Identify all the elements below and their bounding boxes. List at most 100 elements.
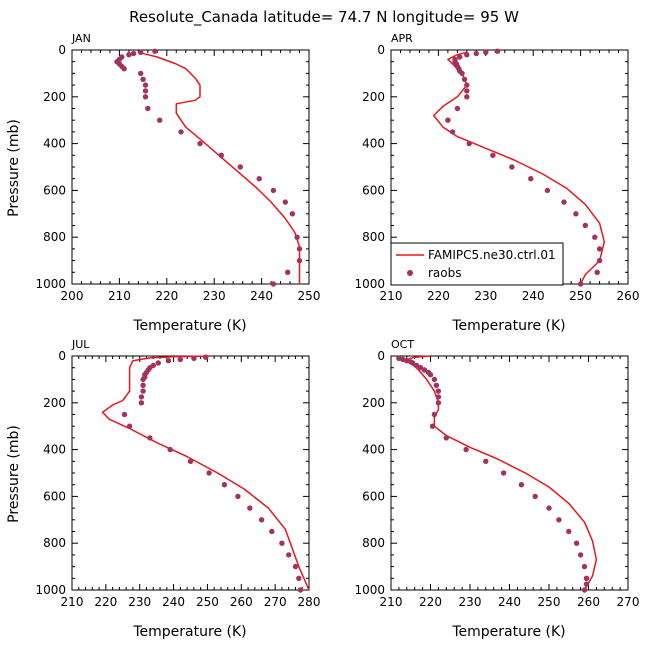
x-tick-label: 220 xyxy=(155,289,178,303)
legend-model-label: FAMIPC5.ne30.ctrl.01 xyxy=(428,248,556,262)
panel-title: APR xyxy=(391,32,413,45)
plot-frame xyxy=(71,355,310,591)
obs-point xyxy=(147,435,153,441)
obs-point xyxy=(410,360,416,366)
x-tick-label: 250 xyxy=(538,595,561,609)
obs-point xyxy=(449,129,456,135)
obs-point xyxy=(427,372,434,378)
obs-point xyxy=(546,505,552,511)
obs-point xyxy=(258,517,265,523)
panel-oct: OCT Temperature (K) 210 220 230 240 250 260 27… xyxy=(354,338,639,640)
panel-title: OCT xyxy=(391,338,414,351)
y-tick-label: 800 xyxy=(362,230,385,244)
obs-point xyxy=(582,222,588,229)
obs-point xyxy=(140,76,146,83)
obs-point xyxy=(431,376,438,383)
obs-point xyxy=(282,199,288,205)
x-tick-label: 260 xyxy=(230,595,253,609)
obs-point xyxy=(431,411,438,418)
obs-point xyxy=(573,211,579,217)
y-tick-label: 800 xyxy=(43,230,66,244)
x-tick-label: 220 xyxy=(419,595,442,609)
obs-point xyxy=(296,246,303,252)
obs-point xyxy=(178,129,184,135)
y-tick-label: 0 xyxy=(58,349,66,363)
obs-point xyxy=(592,234,598,240)
obs-point xyxy=(177,356,183,363)
x-tick-label: 240 xyxy=(498,595,521,609)
obs-point xyxy=(561,199,567,205)
obs-point xyxy=(235,493,241,500)
obs-point xyxy=(286,552,292,558)
obs-point xyxy=(142,94,149,100)
x-tick-label: 230 xyxy=(474,289,497,303)
x-tick-label: 240 xyxy=(522,289,545,303)
obs-point xyxy=(414,362,420,369)
obs-point xyxy=(435,400,442,406)
obs-point xyxy=(532,493,538,500)
obs-point xyxy=(157,117,163,123)
legend: FAMIPC5.ne30.ctrl.01 raobs xyxy=(390,242,564,286)
obs-point xyxy=(417,365,424,371)
obs-point xyxy=(142,82,149,88)
obs-point xyxy=(155,360,161,366)
obs-point xyxy=(583,575,590,581)
obs-point xyxy=(500,470,507,476)
obs-point xyxy=(197,140,203,147)
obs-point xyxy=(269,528,275,535)
obs-point xyxy=(457,54,463,60)
x-tick-label: 250 xyxy=(196,595,219,609)
panel-jul: JUL Temperature (K) Pressure (mb) 210 220… xyxy=(6,338,320,640)
obs-point xyxy=(140,376,146,383)
obs-point xyxy=(126,423,133,429)
obs-point xyxy=(445,117,451,123)
panel-apr: APR Temperature (K) 210 220 230 240 250 260 0 2… xyxy=(354,32,639,334)
x-tick-label: 230 xyxy=(203,289,226,303)
obs-point xyxy=(138,49,144,55)
obs-point xyxy=(490,152,496,158)
obs-point xyxy=(187,458,194,464)
obs-point xyxy=(581,587,588,593)
y-tick-label: 400 xyxy=(362,443,385,457)
y-tick-label: 200 xyxy=(362,396,385,410)
obs-point xyxy=(528,176,534,182)
obs-point xyxy=(466,140,472,147)
obs-point xyxy=(463,446,469,453)
obs-point xyxy=(130,50,137,57)
obs-point xyxy=(566,528,572,535)
obs-point xyxy=(270,187,277,194)
x-tick-label: 270 xyxy=(617,595,640,609)
y-tick-label: 0 xyxy=(377,43,385,57)
obs-point xyxy=(594,269,600,275)
obs-point xyxy=(140,382,146,388)
obs-point xyxy=(509,164,515,170)
y-tick-label: 200 xyxy=(43,396,66,410)
obs-point xyxy=(191,355,197,361)
obs-point xyxy=(289,211,296,217)
obs-point xyxy=(433,382,440,388)
x-axis-label: Temperature (K) xyxy=(451,624,565,640)
y-tick-label: 200 xyxy=(43,90,66,104)
y-axis-label: Pressure (mb) xyxy=(6,425,22,523)
x-tick-label: 280 xyxy=(298,595,321,609)
obs-point xyxy=(429,423,436,429)
x-tick-label: 230 xyxy=(459,595,482,609)
obs-point xyxy=(583,581,590,587)
obs-point xyxy=(464,94,470,100)
x-tick-label: 210 xyxy=(380,595,403,609)
x-tick-label: 240 xyxy=(250,289,273,303)
panel-title: JUL xyxy=(71,338,90,351)
obs-point xyxy=(203,354,209,360)
x-tick-label: 220 xyxy=(427,289,450,303)
obs-point xyxy=(577,552,584,558)
y-tick-label: 600 xyxy=(362,489,385,503)
y-tick-label: 400 xyxy=(362,137,385,151)
obs-point xyxy=(464,52,470,58)
obs-point xyxy=(279,540,285,546)
obs-point xyxy=(121,66,127,72)
x-tick-label: 220 xyxy=(94,595,117,609)
y-tick-label: 600 xyxy=(43,183,66,197)
obs-point xyxy=(577,281,584,287)
obs-point xyxy=(270,281,277,287)
